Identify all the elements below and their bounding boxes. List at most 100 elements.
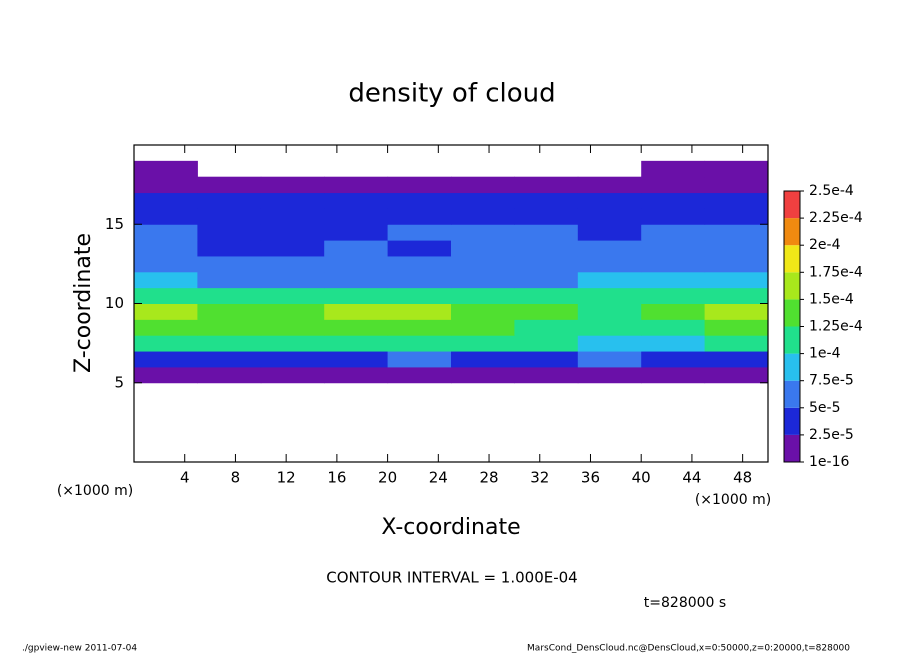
- field-cell: [324, 319, 389, 336]
- field-cell: [260, 351, 325, 368]
- field-cell: [514, 271, 579, 289]
- x-tick-label: 24: [429, 469, 448, 487]
- annotation: t=828000 s: [644, 595, 726, 611]
- field-cell: [324, 287, 389, 304]
- field-cell: [641, 271, 706, 289]
- field-cell: [514, 335, 579, 352]
- field-cell: [324, 366, 389, 384]
- field-cell: [704, 303, 769, 320]
- field-cell: [260, 240, 325, 257]
- y-tick-label: 15: [105, 215, 124, 233]
- field-cell: [197, 271, 262, 289]
- field-cell: [577, 255, 642, 273]
- colorbar-label: 1.75e-4: [809, 264, 863, 280]
- colorbar-label: 7.5e-5: [809, 373, 854, 389]
- field-cell: [197, 287, 262, 304]
- y-tick-label: 10: [105, 294, 124, 312]
- field-cell: [387, 319, 452, 336]
- field-cell: [451, 351, 515, 368]
- field-cell: [577, 271, 642, 289]
- colorbar-swatch: [784, 218, 800, 246]
- field-cell: [641, 176, 706, 194]
- field-cell: [197, 192, 262, 209]
- field-cell: [451, 192, 515, 209]
- field-cell: [577, 176, 642, 194]
- colorbar-swatch: [784, 245, 800, 273]
- x-tick-label: 48: [733, 469, 752, 487]
- x-unit: (×1000 m): [695, 492, 771, 508]
- x-tick-label: 20: [378, 469, 397, 487]
- field-cell: [641, 319, 706, 336]
- field-cell: [641, 224, 706, 241]
- colorbar-swatch: [784, 380, 800, 408]
- field-cell: [514, 351, 579, 368]
- field-cell: [577, 192, 642, 209]
- x-tick-label: 40: [632, 469, 651, 487]
- field-cell: [197, 335, 262, 352]
- field-cell: [387, 176, 452, 194]
- field-cell: [704, 208, 769, 225]
- field-cell: [387, 287, 452, 304]
- field-cell: [514, 208, 579, 225]
- field-cell: [704, 335, 769, 352]
- field-cell: [451, 224, 515, 241]
- field-cell: [577, 240, 642, 257]
- field-cell: [134, 271, 198, 289]
- field-cell: [387, 351, 452, 368]
- field-cell: [514, 176, 579, 194]
- field-cell: [324, 176, 389, 194]
- field-cell: [324, 255, 389, 273]
- field-cell: [387, 240, 452, 257]
- field-cell: [324, 208, 389, 225]
- field-cell: [134, 160, 198, 178]
- field-cell: [451, 287, 515, 304]
- field-cell: [641, 335, 706, 352]
- field-cell: [704, 240, 769, 257]
- field-cell: [197, 208, 262, 225]
- x-tick-label: 4: [180, 469, 190, 487]
- annotation: CONTOUR INTERVAL = 1.000E-04: [326, 569, 577, 587]
- field-cell: [260, 224, 325, 241]
- field-cell: [451, 303, 515, 320]
- field-cell: [577, 224, 642, 241]
- x-axis-label: X-coordinate: [381, 515, 520, 540]
- field-cell: [451, 208, 515, 225]
- field-cell: [577, 319, 642, 336]
- field-cell: [577, 303, 642, 320]
- field-cell: [704, 319, 769, 336]
- colorbar-label: 2.5e-4: [809, 183, 854, 199]
- footer-left: ./gpview-new 2011-07-04: [22, 644, 137, 654]
- field-cell: [641, 287, 706, 304]
- y-tick-label: 5: [114, 373, 124, 391]
- field-cell: [387, 271, 452, 289]
- x-tick-label: 28: [479, 469, 498, 487]
- field-cell: [641, 208, 706, 225]
- field-cell: [387, 366, 452, 384]
- field-cell: [324, 224, 389, 241]
- field-cell: [134, 208, 198, 225]
- field-cell: [324, 240, 389, 257]
- field-cell: [260, 208, 325, 225]
- field-cell: [704, 176, 769, 194]
- field-cell: [641, 366, 706, 384]
- x-tick-label: 16: [327, 469, 346, 487]
- field-cell: [197, 303, 262, 320]
- colorbar-label: 1e-16: [809, 454, 849, 470]
- field-cell: [134, 240, 198, 257]
- field-cell: [704, 192, 769, 209]
- field-cell: [451, 319, 515, 336]
- field-cell: [514, 255, 579, 273]
- colorbar-label: 1e-4: [809, 346, 841, 362]
- field-cell: [451, 271, 515, 289]
- field-cell: [387, 192, 452, 209]
- field-cell: [514, 366, 579, 384]
- field-cell: [197, 240, 262, 257]
- colorbar-label: 2.25e-4: [809, 210, 863, 226]
- field-cell: [134, 303, 198, 320]
- field-cell: [197, 319, 262, 336]
- field-cell: [641, 255, 706, 273]
- field-cell: [197, 176, 262, 194]
- field-cell: [514, 287, 579, 304]
- field-cell: [260, 255, 325, 273]
- field-cell: [324, 271, 389, 289]
